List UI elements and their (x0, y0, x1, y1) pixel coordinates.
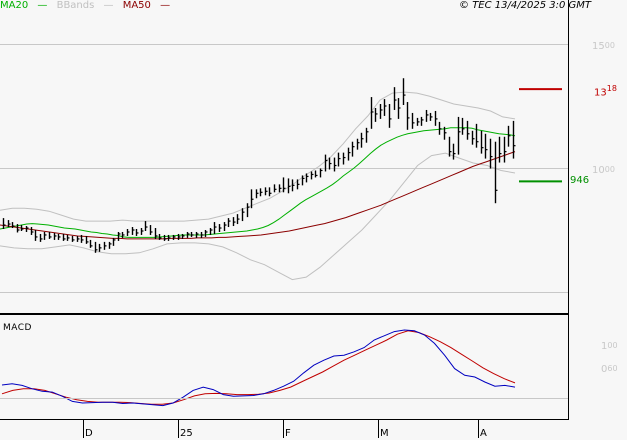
macd-label-060: 060 (601, 364, 618, 375)
macd-label-100: 100 (601, 341, 618, 352)
ma20-line (0, 127, 516, 238)
macd-lines (1, 329, 516, 407)
price-bars (2, 78, 516, 253)
x-label-a: A (480, 428, 487, 439)
macd-line (1, 329, 516, 407)
legend-ma50: MA50 — (122, 0, 171, 11)
copyright-timestamp: © TEC 13/4/2025 3:0 GMT (459, 0, 591, 11)
x-label-d: D (85, 428, 93, 439)
level-markers (519, 88, 562, 183)
macd-title: MACD (3, 323, 32, 333)
x-label-25: 25 (180, 428, 193, 439)
legend-ma20: MA20 — (0, 0, 48, 11)
legend-bbands: BBands — (56, 0, 114, 11)
x-axis-ticks (83, 420, 479, 438)
x-label-m: M (380, 428, 389, 439)
x-label-f: F (285, 428, 291, 439)
bollinger-bands (0, 91, 516, 281)
support-label: 946 (570, 175, 590, 186)
price-gridlines (0, 44, 568, 293)
resistance-label: 1318 (594, 84, 617, 99)
chart-frame (0, 0, 569, 420)
bb-upper-line (0, 91, 516, 222)
price-label-1000: 1000 (592, 165, 615, 176)
indicator-legend: MA20 — BBands — MA50 — (0, 0, 176, 12)
price-label-1500: 1500 (592, 41, 615, 52)
bb-lower-line (0, 152, 516, 281)
